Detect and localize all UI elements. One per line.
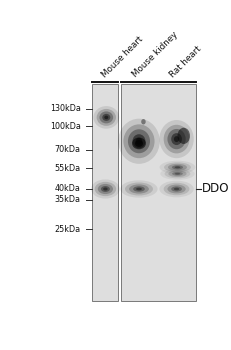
Ellipse shape — [164, 169, 190, 178]
Ellipse shape — [175, 173, 180, 175]
Ellipse shape — [136, 138, 142, 145]
Bar — [92, 84, 119, 301]
Text: 55kDa: 55kDa — [55, 164, 81, 173]
Ellipse shape — [174, 188, 179, 190]
Ellipse shape — [101, 186, 110, 192]
Ellipse shape — [135, 140, 143, 147]
Text: DDO: DDO — [202, 182, 229, 196]
Ellipse shape — [125, 182, 153, 196]
Ellipse shape — [171, 187, 182, 191]
Ellipse shape — [132, 138, 146, 149]
Ellipse shape — [128, 129, 150, 153]
Text: 35kDa: 35kDa — [55, 195, 81, 204]
Ellipse shape — [100, 111, 113, 124]
Ellipse shape — [159, 181, 194, 197]
Ellipse shape — [167, 184, 186, 194]
Text: 70kDa: 70kDa — [55, 146, 81, 154]
Ellipse shape — [93, 106, 119, 129]
Ellipse shape — [168, 164, 187, 171]
Ellipse shape — [104, 116, 108, 119]
Ellipse shape — [171, 133, 182, 145]
Ellipse shape — [102, 114, 110, 121]
Ellipse shape — [159, 120, 194, 158]
Text: 40kDa: 40kDa — [55, 184, 81, 194]
Ellipse shape — [136, 188, 142, 190]
Text: 130kDa: 130kDa — [50, 104, 81, 113]
Ellipse shape — [174, 136, 179, 142]
Text: 25kDa: 25kDa — [55, 225, 81, 234]
Ellipse shape — [129, 184, 149, 194]
Ellipse shape — [133, 186, 145, 192]
Text: Rat heart: Rat heart — [168, 44, 204, 79]
Ellipse shape — [120, 180, 158, 198]
Ellipse shape — [175, 166, 180, 168]
Ellipse shape — [95, 182, 116, 196]
Ellipse shape — [141, 119, 146, 125]
Ellipse shape — [160, 168, 195, 180]
Ellipse shape — [172, 165, 183, 169]
Ellipse shape — [160, 161, 195, 174]
Ellipse shape — [123, 124, 155, 158]
Ellipse shape — [168, 170, 187, 177]
Text: Mouse heart: Mouse heart — [100, 34, 145, 79]
Ellipse shape — [172, 172, 183, 176]
Ellipse shape — [133, 134, 146, 148]
Ellipse shape — [98, 184, 113, 194]
Ellipse shape — [164, 183, 189, 195]
Ellipse shape — [164, 125, 189, 153]
Ellipse shape — [103, 188, 108, 190]
Text: Mouse kidney: Mouse kidney — [131, 30, 180, 79]
Ellipse shape — [118, 119, 160, 164]
Text: 100kDa: 100kDa — [50, 121, 81, 131]
Ellipse shape — [177, 128, 190, 144]
Ellipse shape — [91, 180, 120, 198]
Ellipse shape — [167, 129, 186, 149]
Ellipse shape — [97, 109, 116, 126]
Ellipse shape — [164, 162, 191, 172]
Bar — [121, 84, 196, 301]
